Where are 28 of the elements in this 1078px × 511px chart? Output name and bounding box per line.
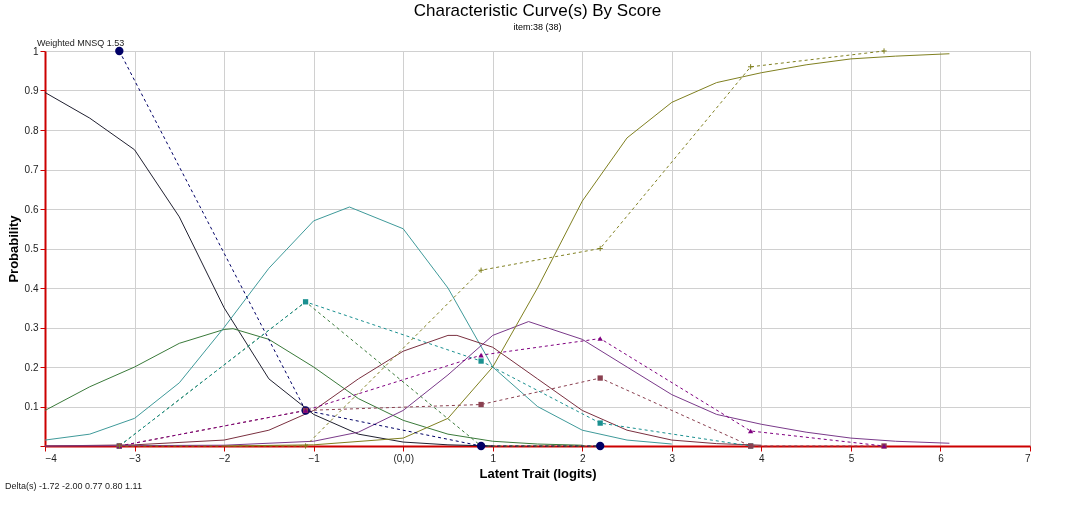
x-tick-label: 7 — [1024, 452, 1031, 464]
x-tick-label: −3 — [129, 452, 142, 464]
x-tick-label: 5 — [848, 452, 855, 464]
y-tick-label: 0.3 — [24, 322, 39, 333]
y-tick-label: 0.8 — [24, 124, 39, 136]
chart-title: Characteristic Curve(s) By Score — [413, 1, 662, 20]
y-tick-label: 1 — [32, 45, 39, 57]
x-tick-label: 1 — [490, 452, 497, 464]
x-tick-label: −4 — [45, 452, 58, 464]
y-tick-label: 0.7 — [24, 164, 39, 175]
text: Weighted MNSQ 1.53 — [37, 38, 125, 48]
chart-subtitle: item:38 (38) — [513, 22, 562, 32]
y-tick-label: 0.4 — [24, 282, 39, 294]
y-tick-label: 0.5 — [24, 243, 39, 254]
x-axis-title: Latent Trait (logits) — [479, 465, 597, 481]
x-tick-label: −1 — [308, 452, 321, 464]
x-tick-label: 4 — [759, 452, 766, 464]
y-tick-label: 0.9 — [24, 85, 39, 96]
x-tick-label: 3 — [669, 452, 676, 464]
x-tick-label: (0,0) — [393, 452, 414, 464]
text: Delta(s) -1.72 -2.00 0.77 0.80 1.11 — [5, 481, 142, 491]
y-tick-label: 0.6 — [24, 203, 39, 215]
y-tick-label: 0.2 — [24, 361, 39, 373]
x-tick-label: 2 — [579, 452, 586, 464]
y-axis-title: Probability — [5, 214, 21, 283]
y-tick-label: 0.1 — [24, 401, 39, 412]
x-tick-label: −2 — [218, 452, 231, 464]
x-tick-label: 6 — [938, 452, 945, 464]
